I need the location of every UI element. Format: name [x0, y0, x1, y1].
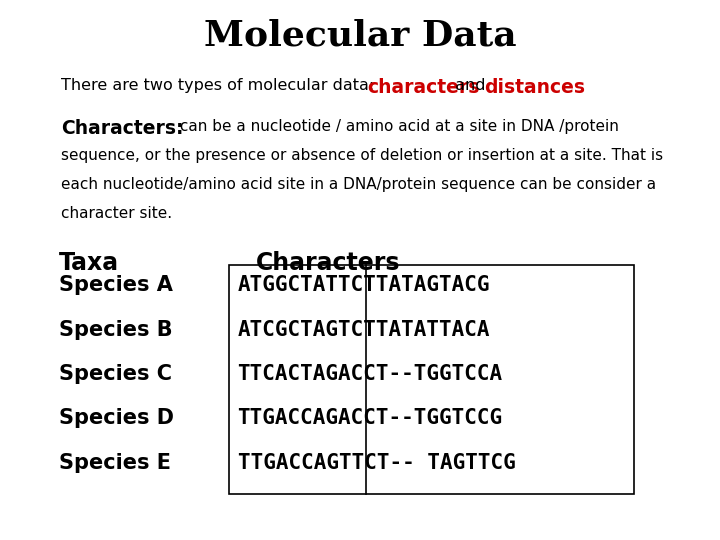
- Text: TTCACTAGACCT--TGGTCCA: TTCACTAGACCT--TGGTCCA: [238, 364, 503, 384]
- Text: distances: distances: [485, 78, 585, 97]
- Text: and: and: [450, 78, 490, 93]
- Text: Molecular Data: Molecular Data: [204, 19, 516, 53]
- Text: Characters: Characters: [256, 251, 400, 275]
- Text: Species D: Species D: [59, 408, 174, 428]
- Text: sequence, or the presence or absence of deletion or insertion at a site. That is: sequence, or the presence or absence of …: [61, 148, 663, 163]
- Text: character site.: character site.: [61, 206, 172, 221]
- Text: There are two types of molecular data:: There are two types of molecular data:: [61, 78, 379, 93]
- Text: ATCGCTAGTCTTATATTACA: ATCGCTAGTCTTATATTACA: [238, 320, 490, 340]
- Text: Species A: Species A: [59, 275, 173, 295]
- Text: each nucleotide/amino acid site in a DNA/protein sequence can be consider a: each nucleotide/amino acid site in a DNA…: [61, 177, 657, 192]
- Text: Species B: Species B: [59, 320, 173, 340]
- Text: Species E: Species E: [59, 453, 171, 472]
- Text: ATGGCTATTCTTATAGTACG: ATGGCTATTCTTATAGTACG: [238, 275, 490, 295]
- Text: characters: characters: [367, 78, 480, 97]
- Text: Taxa: Taxa: [59, 251, 120, 275]
- Text: TTGACCAGTTCT-- TAGTTCG: TTGACCAGTTCT-- TAGTTCG: [238, 453, 516, 472]
- Text: TTGACCAGACCT--TGGTCCG: TTGACCAGACCT--TGGTCCG: [238, 408, 503, 428]
- Text: Species C: Species C: [59, 364, 172, 384]
- Text: can be a nucleotide / amino acid at a site in DNA /protein: can be a nucleotide / amino acid at a si…: [175, 119, 618, 134]
- Text: Characters:: Characters:: [61, 119, 184, 138]
